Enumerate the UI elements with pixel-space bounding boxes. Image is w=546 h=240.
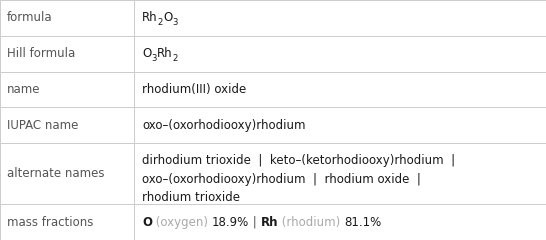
Text: 2: 2 xyxy=(158,18,163,27)
Text: (rhodium): (rhodium) xyxy=(278,216,344,228)
Text: (oxygen): (oxygen) xyxy=(152,216,212,228)
Text: name: name xyxy=(7,83,40,96)
Text: Rh: Rh xyxy=(157,47,172,60)
Text: |: | xyxy=(249,216,260,228)
Text: rhodium trioxide: rhodium trioxide xyxy=(142,191,240,204)
Text: 3: 3 xyxy=(172,18,177,27)
Text: oxo–(oxorhodiooxy)rhodium: oxo–(oxorhodiooxy)rhodium xyxy=(142,119,305,132)
Text: O: O xyxy=(163,12,172,24)
Text: dirhodium trioxide  |  keto–(ketorhodiooxy)rhodium  |: dirhodium trioxide | keto–(ketorhodiooxy… xyxy=(142,154,455,167)
Text: O: O xyxy=(142,47,151,60)
Text: Rh: Rh xyxy=(260,216,278,228)
Text: Rh: Rh xyxy=(142,12,158,24)
Text: 3: 3 xyxy=(151,54,157,63)
Text: 81.1%: 81.1% xyxy=(344,216,381,228)
Text: mass fractions: mass fractions xyxy=(7,216,93,228)
Text: 2: 2 xyxy=(172,54,177,63)
Text: rhodium(III) oxide: rhodium(III) oxide xyxy=(142,83,246,96)
Text: alternate names: alternate names xyxy=(7,167,104,180)
Text: Hill formula: Hill formula xyxy=(7,47,75,60)
Text: oxo–(oxorhodiooxy)rhodium  |  rhodium oxide  |: oxo–(oxorhodiooxy)rhodium | rhodium oxid… xyxy=(142,173,421,186)
Text: O: O xyxy=(142,216,152,228)
Text: IUPAC name: IUPAC name xyxy=(7,119,78,132)
Text: 18.9%: 18.9% xyxy=(212,216,249,228)
Text: formula: formula xyxy=(7,12,52,24)
